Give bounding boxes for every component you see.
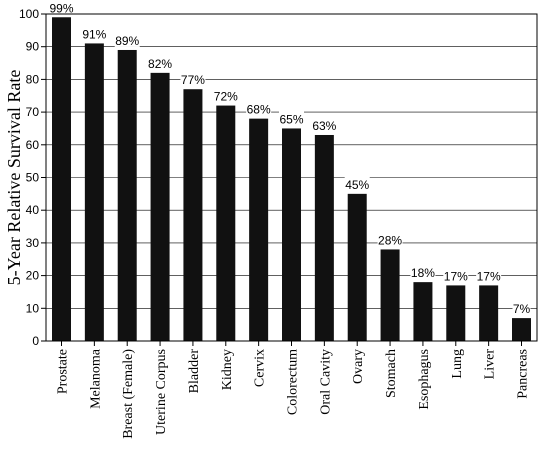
y-axis-ticks: 0 10 20 30 40 50 60 70 80 90 100 (19, 7, 46, 348)
bar (479, 285, 499, 341)
y-tick-label: 90 (26, 40, 40, 54)
data-label-bg (180, 72, 206, 87)
bar (380, 249, 400, 341)
data-label-bg (344, 176, 370, 191)
bar (314, 134, 334, 341)
bar (216, 105, 236, 341)
data-label-bg (81, 26, 107, 41)
x-tick-label: Uterine Corpus (154, 349, 169, 435)
y-tick-label: 50 (26, 171, 40, 185)
y-tick-label: 10 (26, 301, 40, 315)
data-label: 77% (181, 73, 205, 87)
data-label-bg (213, 88, 239, 103)
x-tick-label: Kidney (220, 349, 235, 390)
bar (282, 128, 301, 341)
x-tick-label: Liver (483, 349, 498, 380)
bar (84, 43, 104, 342)
x-tick-label: Esophagus (417, 349, 432, 410)
x-tick-label: Ovary (351, 349, 366, 384)
data-label: 68% (247, 103, 271, 117)
bar (347, 193, 367, 341)
y-tick-label: 30 (26, 236, 40, 250)
x-tick-label: Oral Cavity (318, 349, 333, 415)
bar (117, 49, 137, 341)
data-label-bg (114, 32, 140, 47)
data-label: 91% (82, 27, 106, 41)
data-label: 99% (49, 1, 73, 15)
data-label: 17% (477, 269, 501, 283)
data-label-bg (49, 0, 74, 15)
x-tick-label: Breast (Female) (121, 349, 136, 439)
bar (52, 17, 71, 342)
data-labels: 99% 91% 89% 82% 77% 72% 68% 65% 63% 45% 28% 18% 17% 1… (49, 0, 531, 316)
data-label-bg (443, 268, 469, 283)
x-tick-label: Stomach (384, 349, 399, 398)
x-tick-label: Melanoma (88, 348, 103, 409)
y-tick-label: 70 (26, 105, 40, 119)
data-label: 18% (411, 266, 435, 280)
plot-frame (45, 13, 538, 342)
data-label: 17% (444, 269, 468, 283)
y-tick-label: 20 (26, 269, 40, 283)
data-label-bg (512, 301, 531, 316)
y-tick-label: 0 (32, 334, 39, 348)
data-label-bg (147, 55, 173, 70)
data-label: 7% (513, 302, 531, 316)
bar (413, 282, 433, 341)
y-tick-label: 60 (26, 138, 40, 152)
bar (183, 89, 203, 342)
bar (150, 72, 170, 342)
x-tick-label: Lung (450, 349, 465, 379)
data-label-bg (311, 117, 337, 132)
data-label: 72% (214, 90, 238, 104)
data-label: 82% (148, 57, 172, 71)
data-label-bg (476, 268, 502, 283)
data-label-bg (410, 265, 436, 280)
x-tick-label: Prostate (56, 349, 71, 394)
y-axis-label: 5-Year Relative Survival Rate (4, 70, 24, 286)
y-tick-label: 40 (26, 203, 40, 217)
y-tick-label: 80 (26, 72, 40, 86)
bar (512, 318, 531, 341)
data-label: 65% (279, 112, 303, 126)
data-label: 89% (115, 34, 139, 48)
data-label-bg (377, 232, 403, 247)
x-axis-ticks: Prostate Melanoma Breast (Female) Uterine C… (56, 341, 531, 439)
data-label: 28% (378, 233, 402, 247)
y-tick-label: 100 (19, 7, 39, 21)
data-label-bg (279, 111, 304, 126)
bar (446, 285, 466, 341)
x-tick-label: Cervix (253, 349, 268, 387)
x-tick-label: Pancreas (516, 349, 531, 399)
x-tick-label: Bladder (187, 349, 202, 394)
data-label: 45% (345, 178, 369, 192)
data-label: 63% (312, 119, 336, 133)
data-label-bg (246, 101, 272, 116)
bars (52, 17, 531, 342)
bar (249, 118, 269, 341)
x-tick-label: Colorectum (286, 349, 301, 415)
